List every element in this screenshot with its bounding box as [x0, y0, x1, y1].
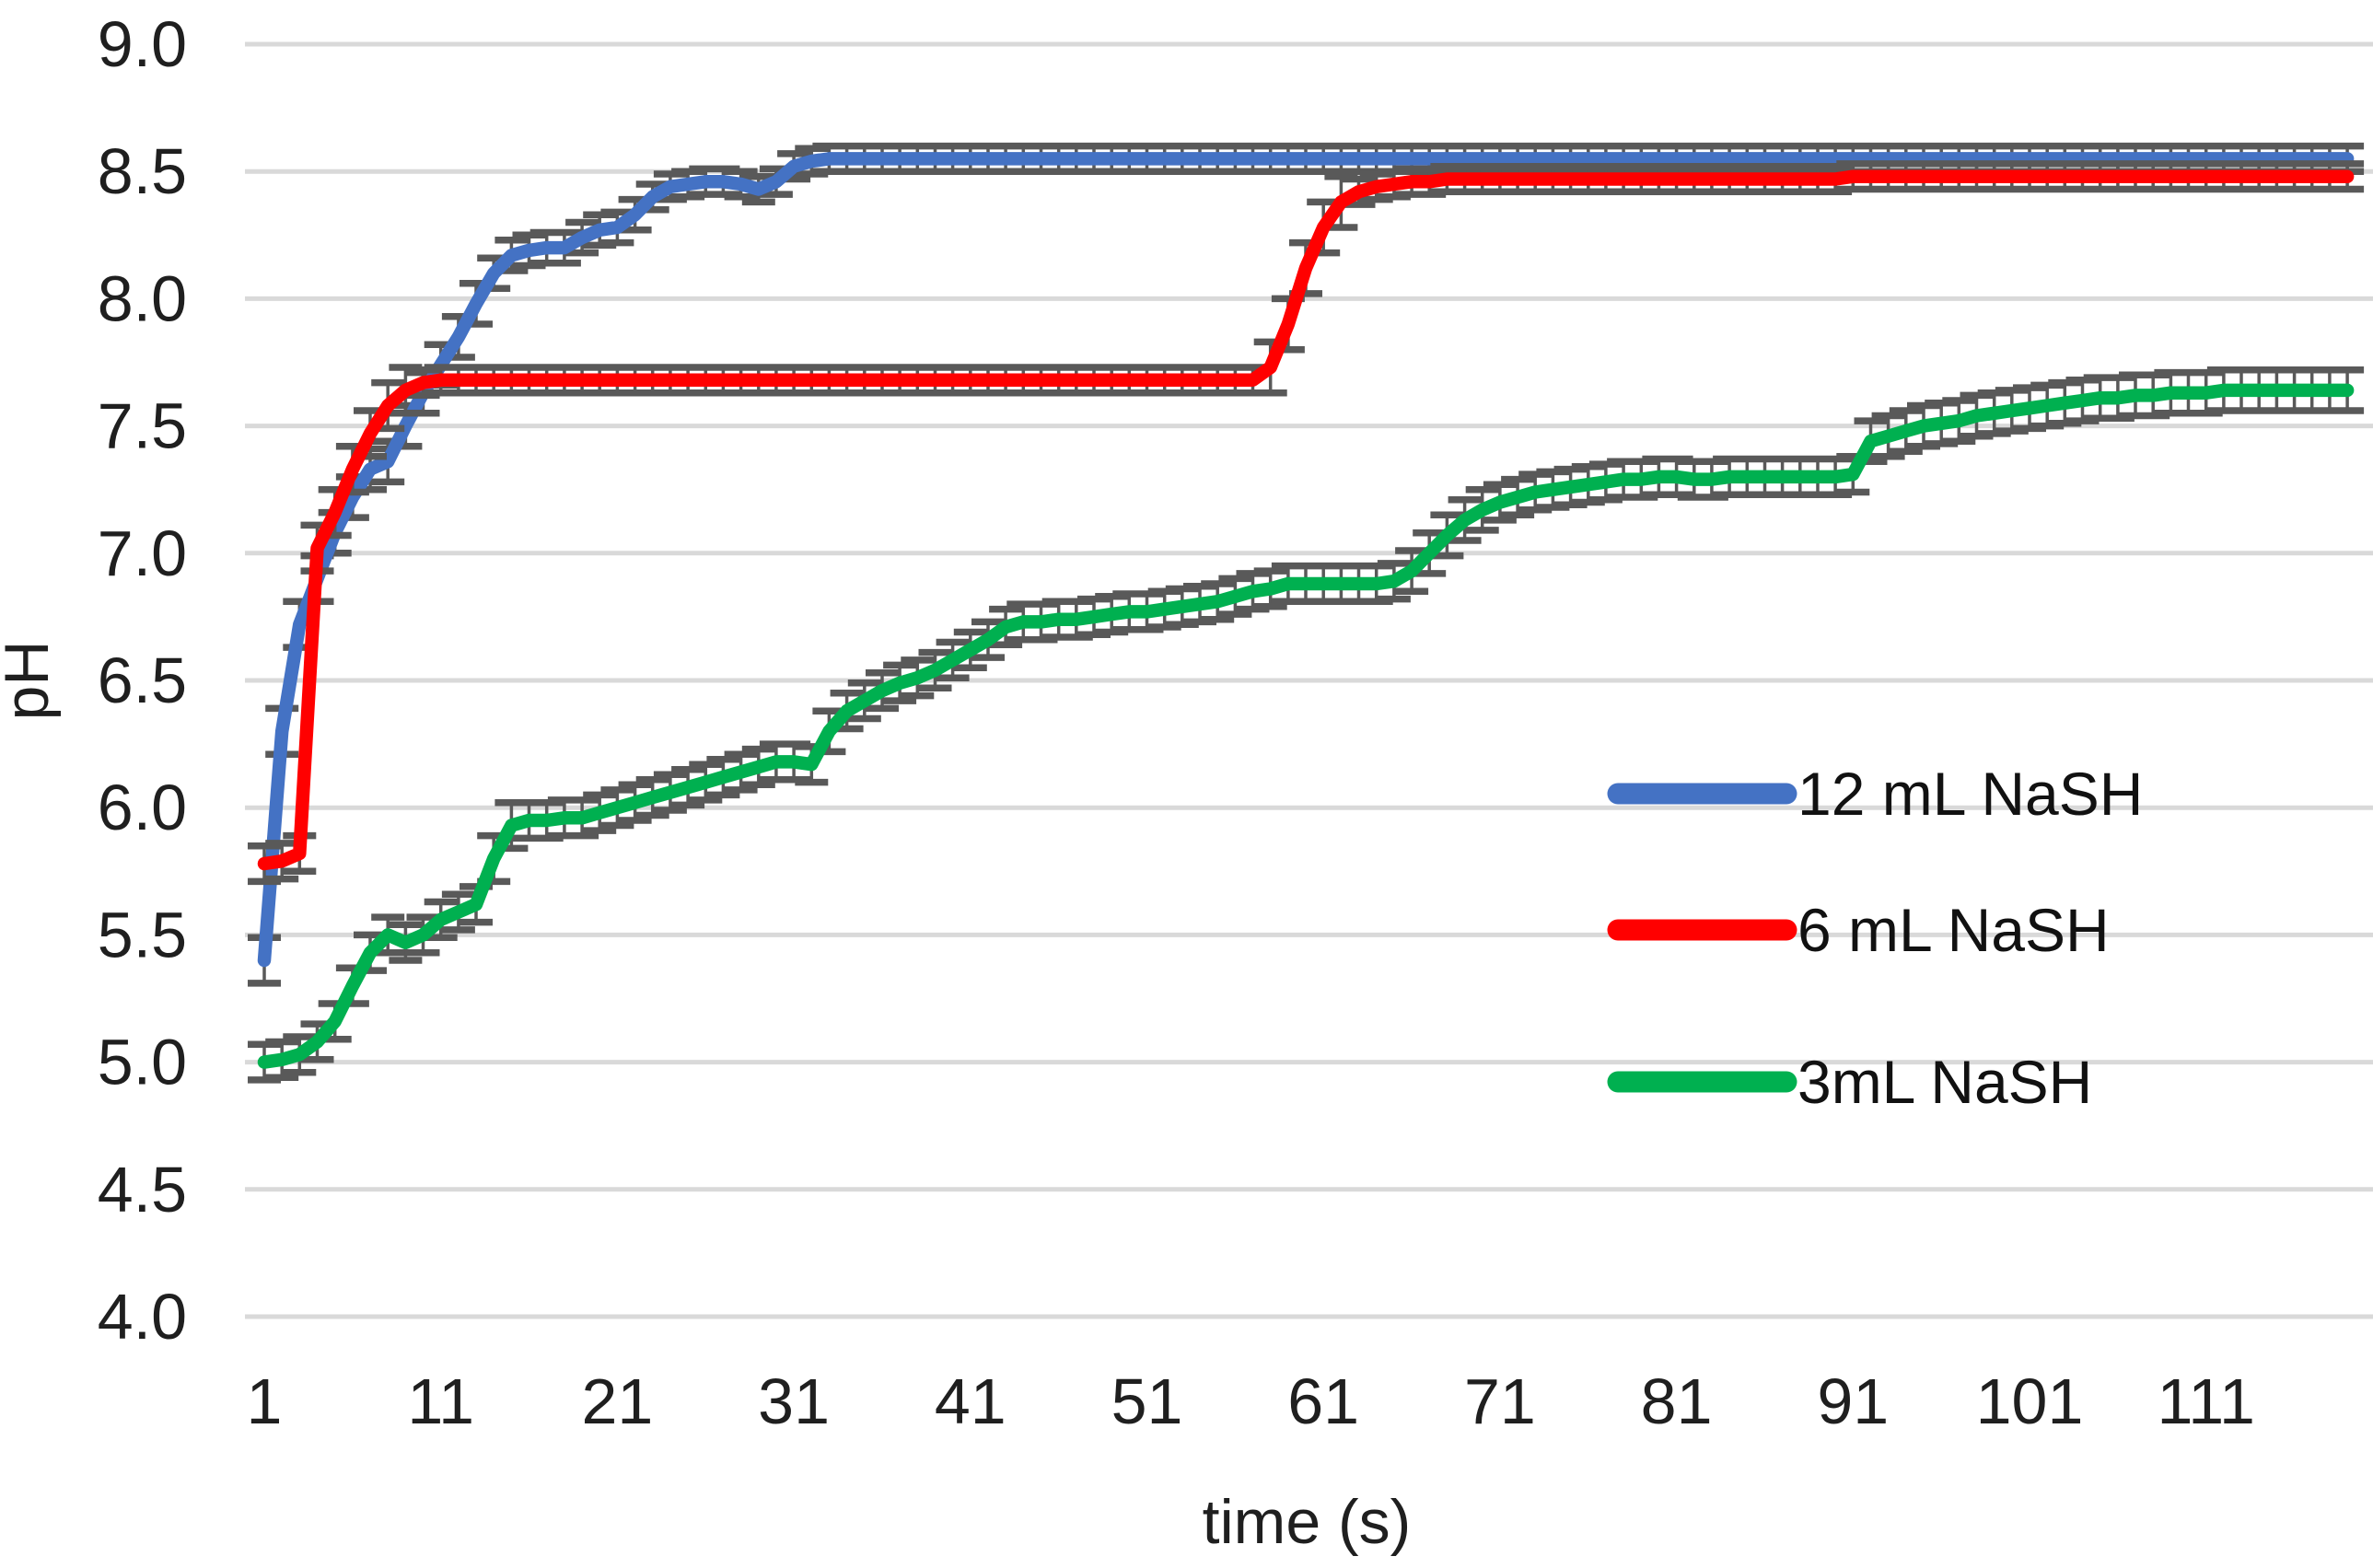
series-line-12ml: [257, 152, 2355, 968]
legend: 12 mL NaSH 6 mL NaSH 3mL NaSH: [1607, 760, 2143, 1116]
y-axis-tick-label: 7.5: [98, 390, 187, 462]
x-axis-tick-label: 21: [581, 1365, 653, 1437]
y-axis-tick-label: 8.5: [98, 135, 187, 207]
x-axis-tick-label: 61: [1287, 1365, 1359, 1437]
y-axis-tick-label: 8.0: [98, 262, 187, 334]
axis-tick-labels: 9.08.58.07.57.06.56.05.55.04.54.01 11 21 31…: [98, 8, 2255, 1437]
y-axis-title: pH: [0, 641, 62, 721]
x-axis-tick-label: 11: [407, 1365, 474, 1437]
x-axis-tick-label: 91: [1817, 1365, 1889, 1437]
y-axis-tick-label: 5.5: [98, 899, 187, 970]
legend-label-3ml-nash: 3mL NaSH: [1797, 1048, 2092, 1116]
x-axis-tick-label: 101: [1976, 1365, 2084, 1437]
x-axis-title: time (s): [1203, 1487, 1412, 1557]
legend-item-6ml-nash: 6 mL NaSH: [1607, 896, 2110, 964]
x-axis-tick-label: 111: [2157, 1365, 2254, 1437]
x-axis-tick-label: 81: [1641, 1365, 1713, 1437]
legend-item-3ml-nash: 3mL NaSH: [1607, 1048, 2092, 1116]
x-axis-tick-label: 41: [935, 1365, 1006, 1437]
x-axis-tick-label: 1: [247, 1365, 283, 1437]
y-axis-tick-label: 5.0: [98, 1027, 187, 1098]
legend-item-12ml-nash: 12 mL NaSH: [1607, 760, 2143, 828]
y-axis-tick-label: 9.0: [98, 8, 187, 80]
y-axis-tick-label: 4.5: [98, 1154, 187, 1225]
x-axis-tick-label: 31: [758, 1365, 830, 1437]
error-bar-stems-3ml: [262, 369, 2349, 1080]
series-6ml: [248, 160, 2365, 886]
error-bar-caps-6ml: [248, 160, 2365, 886]
y-axis-tick-label: 7.0: [98, 517, 187, 589]
y-axis-tick-label: 6.5: [98, 645, 187, 716]
legend-label-6ml-nash: 6 mL NaSH: [1797, 896, 2110, 964]
legend-label-12ml-nash: 12 mL NaSH: [1797, 760, 2143, 828]
series-layer: [248, 142, 2365, 1084]
series-line-6ml: [257, 169, 2355, 871]
y-axis-tick-label: 6.0: [98, 772, 187, 843]
series-3ml: [248, 366, 2365, 1084]
error-bar-caps-3ml: [248, 366, 2365, 1084]
y-axis-tick-label: 4.0: [98, 1281, 187, 1353]
x-axis-tick-label: 71: [1464, 1365, 1536, 1437]
series-line-3ml: [257, 383, 2355, 1069]
x-axis-tick-label: 51: [1111, 1365, 1183, 1437]
